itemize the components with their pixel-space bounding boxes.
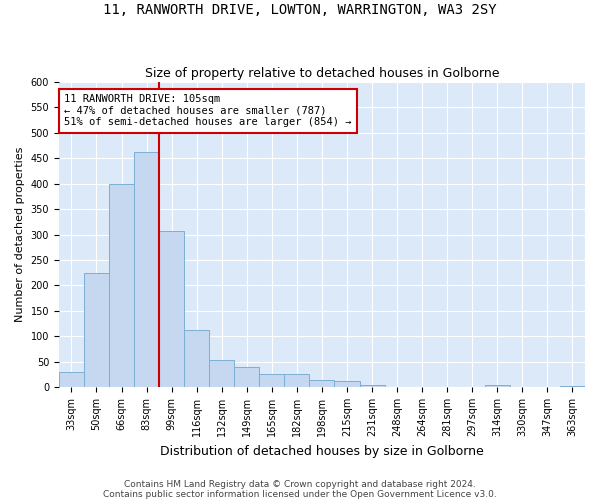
Bar [159, 231, 184, 387]
Bar [284, 374, 310, 387]
Bar [184, 330, 209, 387]
Bar [134, 152, 159, 387]
Title: Size of property relative to detached houses in Golborne: Size of property relative to detached ho… [145, 66, 499, 80]
Bar [234, 366, 259, 387]
Text: 11 RANWORTH DRIVE: 105sqm
← 47% of detached houses are smaller (787)
51% of semi: 11 RANWORTH DRIVE: 105sqm ← 47% of detac… [64, 94, 352, 128]
Bar [259, 374, 284, 387]
X-axis label: Distribution of detached houses by size in Golborne: Distribution of detached houses by size … [160, 444, 484, 458]
Bar [560, 386, 585, 387]
Y-axis label: Number of detached properties: Number of detached properties [15, 147, 25, 322]
Bar [485, 385, 510, 387]
Bar [310, 380, 334, 387]
Bar [84, 272, 109, 387]
Bar [59, 372, 84, 387]
Bar [109, 184, 134, 387]
Text: 11, RANWORTH DRIVE, LOWTON, WARRINGTON, WA3 2SY: 11, RANWORTH DRIVE, LOWTON, WARRINGTON, … [103, 2, 497, 16]
Bar [359, 384, 385, 387]
Text: Contains HM Land Registry data © Crown copyright and database right 2024.
Contai: Contains HM Land Registry data © Crown c… [103, 480, 497, 499]
Bar [334, 381, 359, 387]
Bar [209, 360, 234, 387]
